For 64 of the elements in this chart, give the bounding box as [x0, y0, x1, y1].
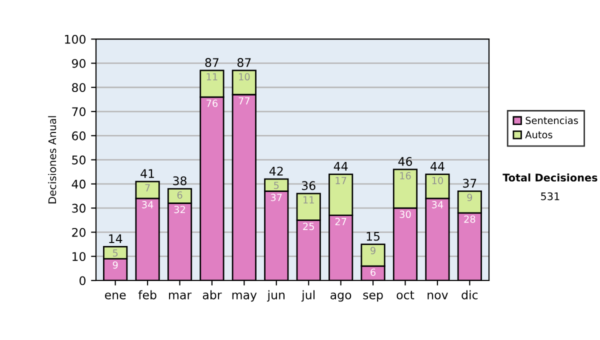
data-label: 5	[274, 182, 279, 190]
total-label: 46	[398, 157, 412, 166]
total-label: 36	[302, 181, 316, 190]
x-tick-label: sep	[363, 292, 383, 302]
data-label: 25	[303, 222, 314, 230]
data-label: 34	[432, 201, 444, 208]
y-tick-label: 10	[72, 252, 86, 262]
data-label: 77	[238, 97, 250, 104]
x-tick-label: abr	[202, 290, 222, 300]
total-label: 38	[173, 176, 186, 186]
x-tick-label: mar	[169, 292, 192, 300]
x-tick-label: may	[232, 292, 257, 302]
total-label: 14	[109, 234, 122, 244]
total-label: 87	[205, 58, 218, 67]
data-label: 30	[400, 210, 411, 218]
x-tick-label: feb	[138, 290, 156, 300]
total-label: 44	[430, 162, 444, 171]
data-label: 6	[177, 191, 182, 199]
data-label: 6	[370, 268, 376, 276]
total-label: 87	[237, 58, 251, 67]
total-label: 41	[140, 169, 154, 178]
total-label: 15	[366, 232, 380, 241]
y-tick-label: 90	[72, 58, 86, 68]
data-label: 34	[142, 201, 154, 208]
data-label: 9	[370, 246, 376, 254]
data-label: 5	[112, 249, 118, 257]
total-label: 37	[463, 178, 476, 188]
data-label: 28	[464, 215, 476, 223]
text: Total Decisiones	[502, 173, 598, 182]
data-label: 17	[336, 176, 346, 184]
data-label: 7	[145, 184, 150, 192]
y-tick-label: 20	[72, 228, 86, 237]
total-label: 44	[334, 162, 348, 171]
x-tick-label: nov	[428, 292, 448, 300]
x-tick-label: jun	[267, 290, 285, 302]
data-label: 37	[270, 194, 282, 202]
y-tick-label: 40	[72, 180, 86, 189]
data-label: 9	[467, 194, 472, 202]
total-label: 42	[269, 166, 283, 176]
data-label: 76	[206, 100, 218, 107]
data-label: 10	[239, 73, 250, 80]
x-tick-label: oct	[396, 290, 414, 300]
data-label: 9	[112, 261, 118, 269]
x-tick-label: jul	[301, 290, 315, 302]
y-tick-label: 70	[72, 107, 86, 116]
data-label: 27	[335, 218, 346, 226]
x-tick-label: ene	[104, 292, 126, 300]
y-tick-label: 60	[72, 131, 86, 140]
text: 531	[541, 192, 560, 200]
data-label: 32	[174, 206, 185, 214]
y-tick-label: 0	[80, 276, 86, 286]
y-axis-title: Decisiones Anual	[48, 116, 56, 204]
data-label: 10	[432, 176, 443, 184]
data-label: 11	[303, 196, 314, 204]
data-label: 11	[206, 73, 218, 80]
data-label: 16	[400, 172, 411, 180]
y-tick-label: 100	[65, 34, 86, 44]
y-tick-label: 80	[72, 83, 86, 92]
x-tick-label: dic	[462, 290, 478, 300]
y-tick-label: 50	[72, 156, 86, 164]
x-tick-label: ago	[330, 292, 352, 302]
legend-label: Sentencias	[526, 116, 578, 124]
y-tick-label: 30	[72, 204, 86, 213]
legend-label: Autos	[525, 131, 552, 138]
